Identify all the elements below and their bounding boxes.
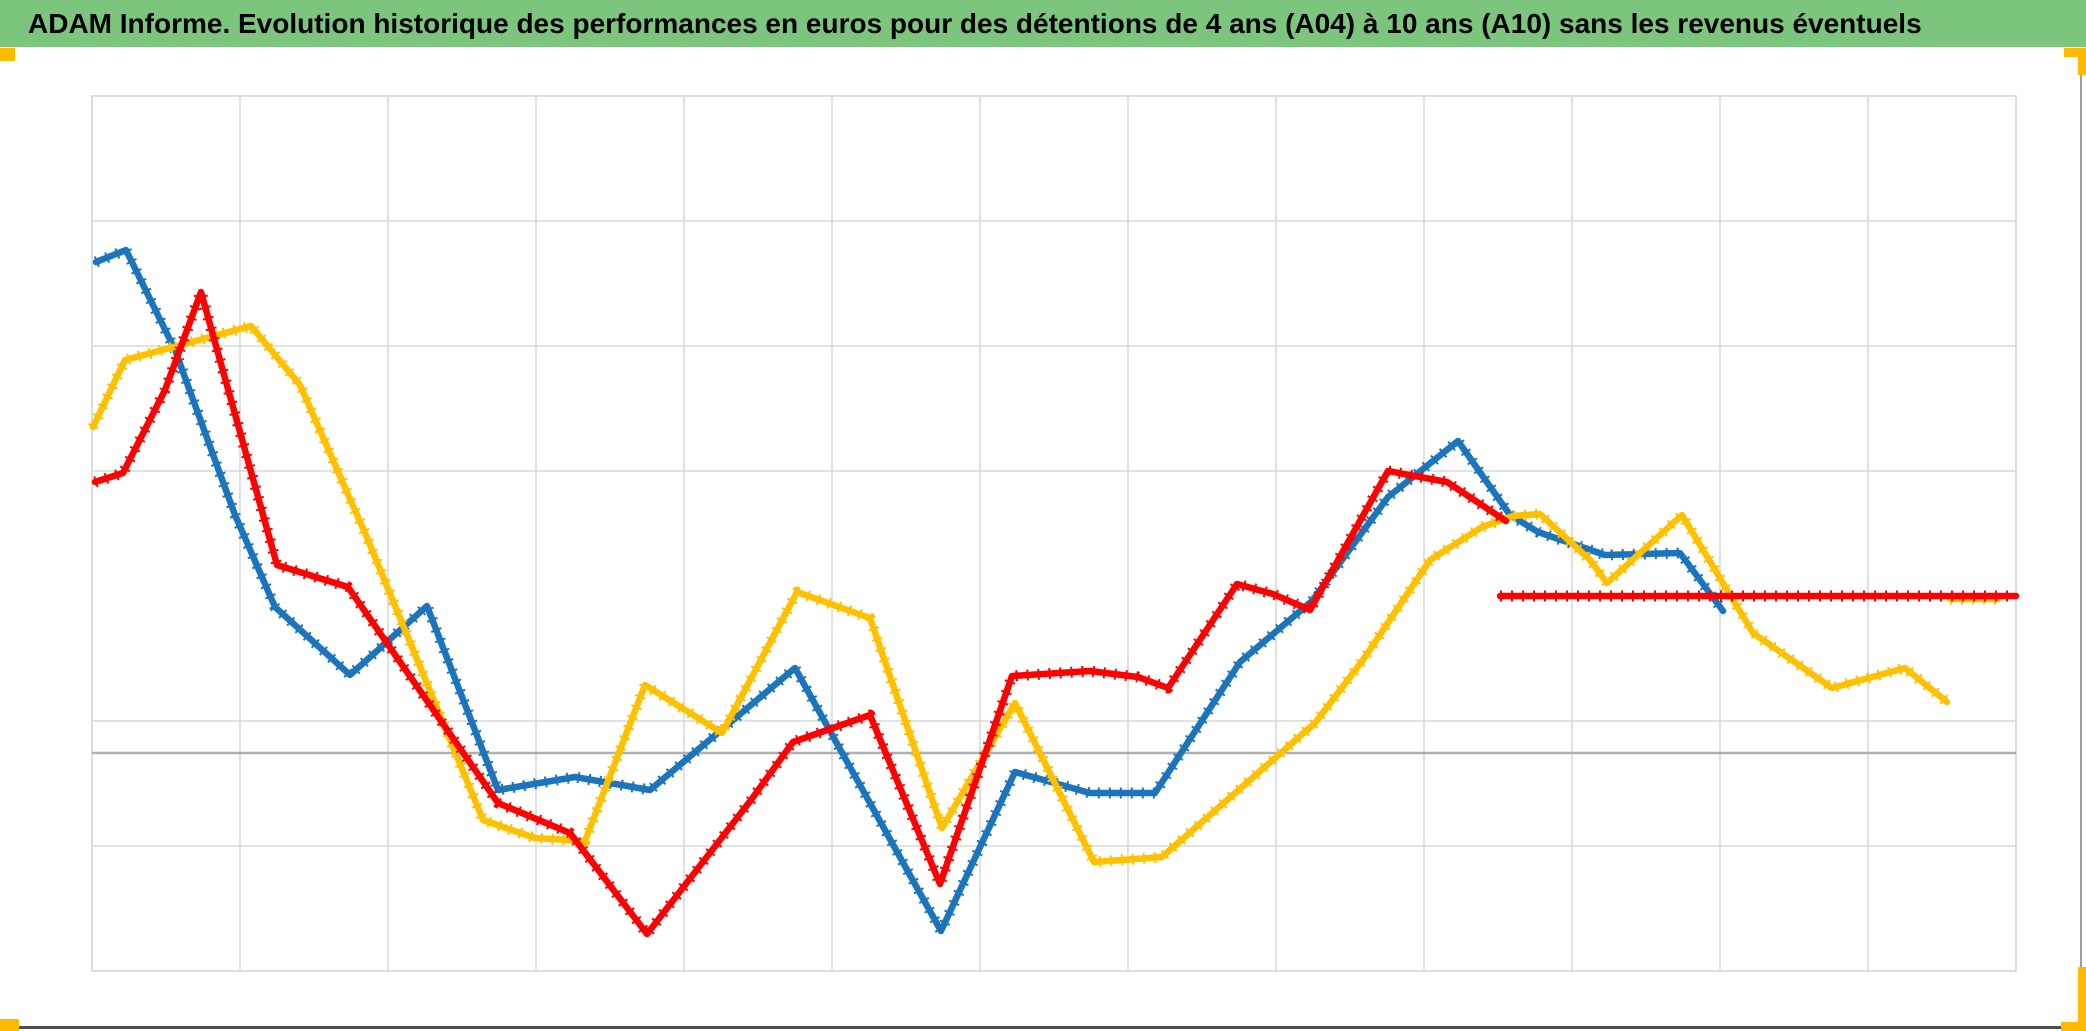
- selection-corner-top-right-horizontal: [2064, 48, 2086, 57]
- window-bottom-edge: [0, 1026, 2086, 1029]
- selection-corner-bottom-right-vertical: [2078, 967, 2086, 1031]
- selection-corner-top-left: [0, 48, 15, 61]
- series-red-line: [91, 286, 1510, 940]
- plot-area: [91, 95, 2017, 972]
- title-bar: ADAM Informe. Evolution historique des p…: [0, 0, 2086, 47]
- chart-title: ADAM Informe. Evolution historique des p…: [28, 7, 1922, 39]
- window-right-edge: [2080, 48, 2082, 1028]
- selection-corner-bottom-right-horizontal: [2061, 1022, 2086, 1031]
- selection-corner-top-right-vertical: [2078, 48, 2086, 75]
- selection-corner-bottom-left: [0, 1019, 19, 1031]
- gridlines: [91, 95, 2017, 972]
